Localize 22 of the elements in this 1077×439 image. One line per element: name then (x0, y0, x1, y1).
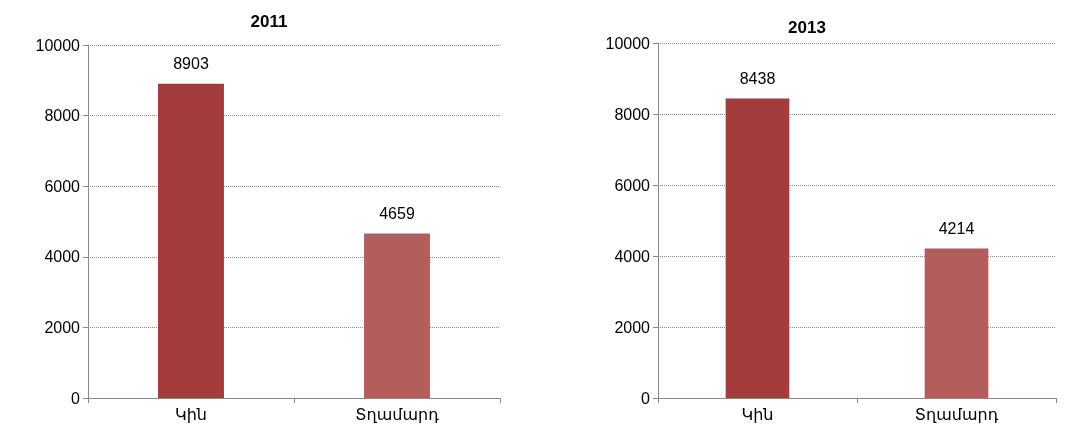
x-tick-label: Տղամարդ (914, 404, 999, 424)
x-tick-label: Կին (175, 404, 207, 424)
data-label: 8438 (739, 69, 776, 87)
y-tick-label: 6000 (614, 176, 651, 194)
data-label: 8903 (173, 55, 209, 73)
y-tick-label: 0 (71, 389, 81, 407)
y-tick-label: 6000 (44, 177, 81, 195)
y-tick-label: 10000 (35, 36, 81, 54)
x-tick-label: Կին (741, 404, 774, 424)
y-tick-label: 8000 (44, 107, 81, 125)
y-tick-label: 4000 (44, 248, 81, 266)
data-label: 4214 (938, 219, 975, 237)
y-tick-label: 10000 (605, 34, 651, 52)
y-tick-label: 8000 (614, 105, 651, 123)
y-tick-label: 4000 (614, 247, 651, 265)
y-tick-label: 2000 (614, 318, 651, 336)
y-tick-label: 0 (641, 389, 651, 407)
chart-title: 2011 (250, 12, 288, 31)
x-tick-label: Տղամարդ (355, 404, 440, 424)
data-label: 4659 (379, 205, 415, 223)
y-tick-label: 2000 (44, 318, 81, 336)
chart-title: 2013 (788, 18, 826, 37)
